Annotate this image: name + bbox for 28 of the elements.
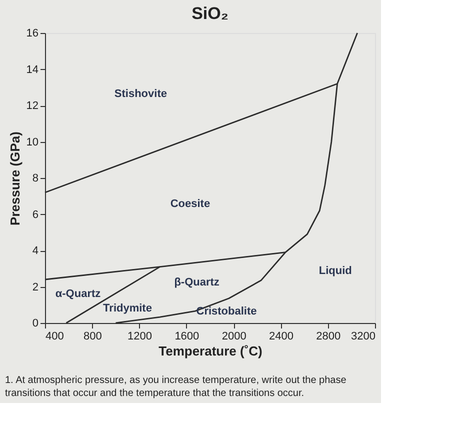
text: 1. At atmospheric pressure, as you increase temperature, write out the phase transitions that occur and the temperature that the transitions occur. bbox=[5, 375, 347, 399]
x-tick-label: 2400 bbox=[268, 330, 294, 342]
x-tick-label: 1200 bbox=[128, 330, 152, 342]
y-tick-label: 4 bbox=[32, 245, 38, 257]
x-tick-label: 1600 bbox=[174, 330, 200, 342]
y-axis-title: Pressure (GPa) bbox=[7, 132, 22, 226]
annotation: β-Quartz bbox=[174, 276, 220, 288]
y-tick-label: 0 bbox=[32, 318, 38, 330]
annotation: α-Quartz bbox=[55, 288, 102, 300]
y-tick-label: 8 bbox=[32, 172, 38, 184]
y-tick-label: 12 bbox=[26, 100, 38, 112]
x-tick-label: 800 bbox=[83, 330, 102, 342]
y-tick-label: 2 bbox=[32, 281, 38, 294]
annotation: Stishovite bbox=[114, 88, 167, 100]
annotation: Liquid bbox=[318, 264, 352, 277]
annotation: Tridymite bbox=[103, 302, 152, 314]
x-tick-label: 2800 bbox=[316, 330, 341, 342]
chart-title: SiO₂ bbox=[192, 4, 228, 23]
x-tick-label: 400 bbox=[46, 330, 64, 342]
annotation: Cristobalite bbox=[196, 305, 257, 318]
x-tick-label: 3200 bbox=[351, 330, 376, 342]
y-tick-label: 14 bbox=[26, 64, 38, 76]
y-tick-label: 16 bbox=[26, 28, 38, 40]
x-tick-label: 2000 bbox=[222, 330, 246, 342]
y-tick-label: 10 bbox=[26, 136, 38, 148]
annotation: Coesite bbox=[170, 198, 210, 210]
y-tick-label: 6 bbox=[32, 208, 38, 221]
x-axis-title: Temperature (˚C) bbox=[158, 344, 262, 358]
